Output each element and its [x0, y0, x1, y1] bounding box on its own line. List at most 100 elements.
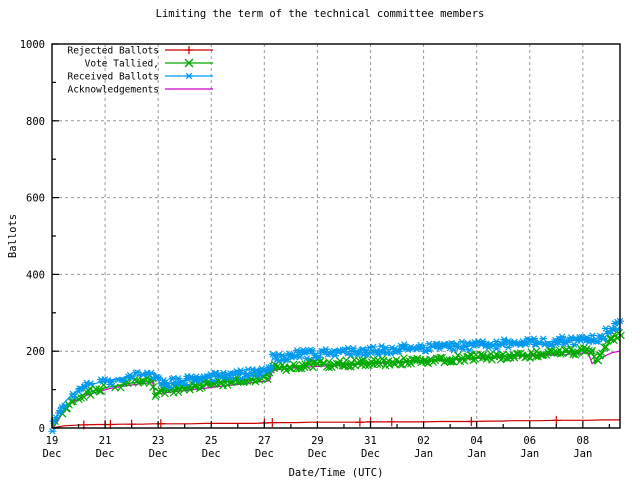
series-line — [51, 419, 620, 429]
data-point-marker — [514, 349, 522, 358]
legend-marker — [185, 46, 193, 54]
data-point-marker — [138, 376, 147, 385]
x-tick-label-day: 25 — [205, 435, 218, 447]
data-point-marker — [314, 354, 323, 361]
x-tick-label-day: 04 — [470, 435, 483, 447]
x-tick-label-day: 27 — [258, 435, 271, 447]
data-point-marker — [97, 387, 105, 395]
x-tick-label-day: 06 — [523, 435, 536, 447]
data-point-marker — [466, 416, 476, 426]
x-tick-label-month: Dec — [308, 448, 327, 460]
data-point-marker — [67, 397, 76, 406]
data-point-marker — [602, 343, 610, 351]
data-point-marker — [529, 335, 538, 342]
x-tick-label-day: 31 — [364, 435, 377, 447]
data-point-marker — [60, 402, 69, 410]
data-point-marker — [567, 344, 576, 353]
data-point-marker — [492, 338, 501, 345]
y-tick-label: 200 — [26, 346, 45, 358]
data-point-marker — [605, 330, 614, 337]
x-tick-label-day: 19 — [46, 435, 59, 447]
x-tick-label-day: 08 — [577, 435, 590, 447]
data-point-marker — [369, 343, 378, 351]
x-axis-title: Date/Time (UTC) — [289, 467, 384, 479]
data-point-marker — [108, 377, 117, 385]
x-tick-label-month: Dec — [149, 448, 168, 460]
data-point-marker — [355, 417, 365, 427]
data-point-marker — [587, 348, 596, 357]
data-point-marker — [598, 349, 606, 358]
data-point-marker — [300, 363, 309, 371]
data-point-marker — [116, 383, 125, 392]
series-received-ballots — [48, 317, 624, 435]
data-point-marker — [149, 383, 158, 391]
axes-frame — [51, 43, 621, 429]
data-point-marker — [358, 356, 367, 365]
data-point-marker — [588, 332, 597, 339]
data-point-marker — [556, 349, 565, 358]
data-point-marker — [181, 381, 190, 388]
data-point-marker — [539, 350, 548, 359]
data-point-marker — [551, 415, 561, 425]
legend-label: Rejected Ballots — [67, 46, 159, 57]
data-point-marker — [227, 374, 236, 381]
data-point-marker — [127, 374, 136, 382]
y-tick-label: 800 — [26, 116, 45, 128]
data-point-marker — [600, 343, 609, 352]
data-point-marker — [154, 387, 163, 396]
chart-title: Limiting the term of the technical commi… — [155, 8, 485, 20]
x-tick-label-month: Jan — [414, 448, 433, 460]
data-point-marker — [447, 357, 456, 366]
data-point-marker — [302, 355, 311, 362]
data-point-marker — [457, 338, 466, 346]
data-point-marker — [321, 345, 330, 353]
x-tick-label-month: Jan — [573, 448, 592, 460]
data-point-marker — [52, 414, 61, 421]
data-point-marker — [594, 356, 603, 365]
data-point-marker — [567, 334, 576, 341]
data-point-marker — [86, 380, 95, 387]
y-axis-title: Ballots — [7, 214, 19, 258]
x-tick-label-month: Jan — [520, 448, 539, 460]
x-tick-label-day: 23 — [152, 435, 165, 447]
x-tick-label-month: Jan — [467, 448, 486, 460]
legend-marker — [185, 72, 193, 80]
data-point-marker — [79, 393, 88, 402]
data-point-marker — [325, 357, 333, 366]
x-tick-label-day: 29 — [311, 435, 324, 447]
data-point-marker — [106, 381, 115, 388]
data-point-marker — [69, 393, 78, 401]
data-point-marker — [48, 427, 57, 435]
data-point-marker — [446, 358, 455, 366]
data-point-marker — [174, 375, 183, 382]
data-point-marker — [361, 361, 370, 370]
x-tick-label-day: 02 — [417, 435, 430, 447]
x-tick-label-month: Dec — [43, 448, 62, 460]
x-tick-label-month: Dec — [96, 448, 115, 460]
data-point-marker — [616, 331, 625, 340]
data-point-marker — [209, 377, 218, 384]
legend-marker — [184, 58, 194, 68]
data-point-marker — [419, 357, 428, 365]
data-point-marker — [574, 348, 582, 357]
data-point-marker — [438, 353, 446, 362]
data-point-marker — [449, 346, 458, 354]
data-point-marker — [481, 353, 490, 361]
data-point-marker — [80, 383, 89, 390]
y-tick-label: 0 — [39, 423, 45, 435]
data-point-marker — [539, 335, 548, 342]
legend-label: Acknowledgements — [67, 85, 159, 96]
data-point-marker — [267, 418, 277, 428]
data-point-marker — [263, 375, 272, 384]
x-tick-label-month: Dec — [361, 448, 380, 460]
y-tick-label: 1000 — [20, 39, 45, 51]
data-point-marker — [95, 387, 104, 396]
legend-label: Vote Tallied, — [85, 59, 159, 70]
data-point-marker — [334, 359, 343, 368]
data-point-marker — [266, 363, 275, 371]
data-point-marker — [588, 346, 596, 355]
data-point-marker — [197, 383, 206, 392]
data-point-marker — [599, 335, 608, 342]
